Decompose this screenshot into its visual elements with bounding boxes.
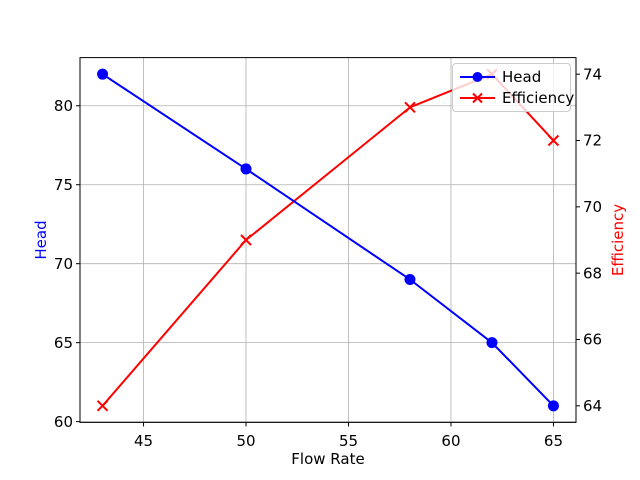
left-axis-label: Head [32, 220, 50, 260]
x-tick-label: 60 [441, 432, 460, 450]
efficiency-marker [547, 134, 560, 147]
right-y-tick-label: 70 [583, 198, 602, 216]
left-y-tick-label: 65 [54, 334, 73, 352]
series-layer [96, 68, 560, 412]
right-y-tick-label: 64 [583, 397, 602, 415]
right-y-tick-label: 66 [583, 331, 602, 349]
legend-label-head: Head [502, 68, 542, 86]
right-axis-label: Efficiency [609, 203, 627, 277]
x-tick-label: 65 [544, 432, 563, 450]
efficiency-marker [96, 400, 109, 412]
legend-label-efficiency: Efficiency [502, 89, 575, 107]
efficiency-line-sample-icon [460, 92, 495, 104]
efficiency-series-line [101, 73, 555, 407]
x-axis-label: Flow Rate [291, 450, 365, 468]
axes-layer [79, 57, 577, 423]
head-marker [486, 337, 498, 349]
left-y-tick-label: 60 [54, 413, 73, 431]
head-line-sample-icon [460, 72, 495, 82]
legend-item-efficiency: Efficiency [459, 89, 574, 107]
head-marker [547, 400, 559, 412]
left-y-tick-label: 70 [54, 255, 73, 273]
right-y-tick-label: 74 [583, 65, 602, 83]
x-tick-label: 55 [339, 432, 358, 450]
x-tick-label: 50 [236, 432, 255, 450]
legend: Head Efficiency [452, 63, 574, 112]
head-marker [404, 273, 416, 285]
right-y-tick-label: 68 [583, 264, 602, 282]
grid-layer [80, 57, 576, 423]
head-series-line [101, 73, 555, 407]
tick-layer: 45 50 55 60 65 60 65 70 75 80 64 66 68 70 72 74 [54, 65, 602, 450]
head-marker [240, 163, 252, 175]
left-y-tick-label: 75 [54, 176, 73, 194]
efficiency-marker [404, 101, 416, 114]
axes-frame [79, 57, 577, 423]
x-tick-label: 45 [134, 432, 153, 450]
head-marker [97, 68, 109, 80]
efficiency-marker [240, 234, 252, 246]
left-y-tick-label: 80 [54, 97, 73, 115]
legend-item-head: Head [459, 68, 564, 86]
right-y-tick-label: 72 [583, 132, 602, 150]
